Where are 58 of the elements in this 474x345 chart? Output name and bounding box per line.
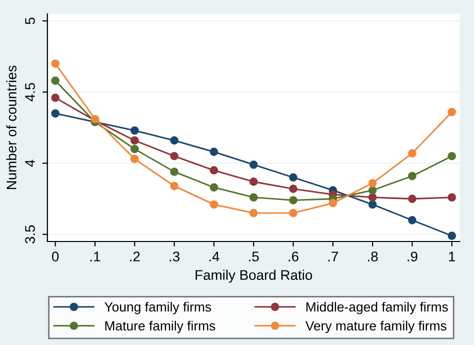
point [408,216,416,224]
point [289,208,298,218]
y-tick-label: 4 [25,160,35,167]
x-tick-label: 1 [449,252,456,262]
point [249,193,258,202]
point [210,183,218,192]
x-tick-label: .2 [130,252,140,262]
y-tick-label: 4.5 [25,83,35,102]
point [368,200,377,209]
point [408,149,416,158]
point [249,208,258,218]
x-tick-label: .8 [368,252,378,262]
point [51,94,60,102]
point [210,200,218,209]
point [170,136,178,145]
legend-label: Mature family firms [105,320,216,334]
point [249,178,258,186]
y-axis-title: Number of countries [6,66,16,190]
point [289,196,298,204]
legend-label: Young family firms [104,302,212,314]
point [130,126,139,135]
y-tick-label: 5 [25,18,35,24]
point [130,154,139,164]
point [289,173,298,182]
point [51,76,60,85]
y-tick-label: 3.5 [25,225,35,244]
x-tick-label: .9 [408,252,418,262]
x-tick-label: .6 [288,252,298,262]
point [210,166,218,175]
point [448,193,456,202]
x-axis-title: Family Board Ratio [196,270,312,283]
point [170,152,178,160]
point [448,152,456,160]
point [368,178,377,188]
point [328,198,338,208]
point [408,194,416,203]
point [170,182,178,190]
x-tick-label: .1 [90,252,100,262]
point [210,148,218,156]
point [448,108,456,116]
point [368,186,377,194]
x-tick-label: .5 [249,252,259,262]
x-tick-label: .4 [209,252,220,262]
x-tick-label: 0 [52,252,59,262]
legend-label: Middle-aged family firms [306,302,448,314]
point [448,232,456,240]
point [289,184,298,194]
legend-label: Very mature family firms [305,320,446,334]
x-tick-label: .3 [170,252,180,262]
point [408,172,416,180]
point [51,59,60,68]
point [130,144,139,154]
point [249,160,258,169]
point [170,168,178,176]
point [368,193,377,202]
x-tick-label: .7 [328,252,338,262]
point [130,136,139,145]
point [51,109,60,118]
